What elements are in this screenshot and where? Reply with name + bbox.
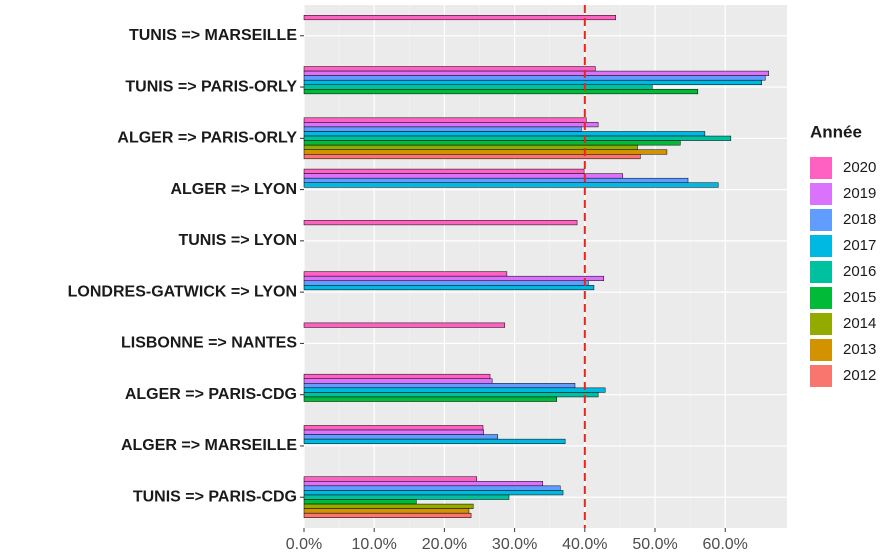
bar	[303, 280, 589, 286]
bar	[303, 117, 587, 123]
x-tick-label: 50.0%	[632, 536, 677, 553]
bar	[303, 220, 578, 226]
legend-key	[810, 261, 832, 283]
x-tick-label: 30.0%	[492, 536, 537, 553]
legend-key	[810, 365, 832, 387]
legend-label: 2018	[843, 211, 876, 228]
y-tick-label: ALGER => PARIS-ORLY	[117, 130, 297, 147]
legend-label: 2019	[843, 185, 876, 202]
legend-title: Année	[810, 122, 862, 141]
bar	[303, 15, 616, 21]
legend-label: 2015	[843, 289, 876, 306]
x-tick-label: 40.0%	[562, 536, 607, 553]
x-tick-label: 60.0%	[703, 536, 748, 553]
y-tick-label: LONDRES-GATWICK => LYON	[68, 283, 297, 300]
bar	[303, 144, 638, 150]
y-tick-label: TUNIS => PARIS-CDG	[133, 488, 297, 505]
legend-label: 2013	[843, 341, 876, 358]
legend-label: 2020	[843, 159, 876, 176]
bar	[303, 285, 595, 291]
bar	[303, 66, 596, 72]
bar	[303, 70, 769, 76]
legend-label: 2016	[843, 263, 876, 280]
y-tick-label: TUNIS => LYON	[178, 232, 297, 249]
bar	[303, 396, 557, 402]
bar	[303, 182, 719, 188]
bar	[303, 392, 599, 398]
bar	[303, 126, 582, 132]
x-tick-label: 0.0%	[286, 536, 322, 553]
legend-key	[810, 235, 832, 257]
bar	[303, 89, 699, 95]
bar	[303, 177, 689, 184]
bar	[303, 149, 668, 155]
legend-key	[810, 209, 832, 231]
y-tick-label: ALGER => LYON	[170, 181, 297, 198]
bar	[303, 378, 493, 384]
bar	[303, 271, 508, 277]
bar	[303, 499, 417, 505]
bar	[303, 168, 585, 174]
bar	[303, 383, 576, 389]
bar	[303, 434, 499, 440]
bar	[303, 154, 641, 160]
bar	[303, 373, 491, 379]
bar	[303, 322, 506, 328]
legend-key	[810, 313, 832, 335]
bar	[303, 494, 510, 500]
bar	[303, 425, 484, 431]
bar	[303, 131, 706, 137]
bar	[303, 140, 681, 146]
y-tick-label: TUNIS => MARSEILLE	[129, 27, 297, 44]
bar	[303, 490, 564, 496]
y-tick-label: ALGER => MARSEILLE	[121, 437, 297, 454]
legend-label: 2014	[843, 315, 876, 332]
bar	[303, 84, 653, 90]
bar	[303, 485, 561, 491]
bar	[303, 429, 484, 435]
bar	[303, 508, 470, 514]
legend-key	[810, 287, 832, 309]
bar	[303, 173, 623, 179]
legend-key	[810, 339, 832, 361]
bar	[303, 438, 566, 444]
bar	[303, 135, 732, 141]
legend-key	[810, 183, 832, 205]
bar	[303, 481, 543, 487]
bar	[303, 75, 766, 81]
x-tick-label: 10.0%	[352, 536, 397, 553]
bar	[303, 476, 477, 482]
legend-key	[810, 157, 832, 179]
y-tick-label: LISBONNE => NANTES	[121, 335, 297, 352]
x-tick-label: 20.0%	[422, 536, 467, 553]
bar	[303, 122, 599, 128]
bar	[303, 79, 762, 86]
y-tick-label: ALGER => PARIS-CDG	[125, 386, 297, 403]
bar	[303, 512, 472, 518]
bar	[303, 275, 605, 281]
bar	[303, 387, 606, 393]
legend-label: 2012	[843, 367, 876, 384]
bar	[303, 503, 474, 509]
legend-label: 2017	[843, 237, 876, 254]
y-tick-label: TUNIS => PARIS-ORLY	[125, 78, 297, 95]
